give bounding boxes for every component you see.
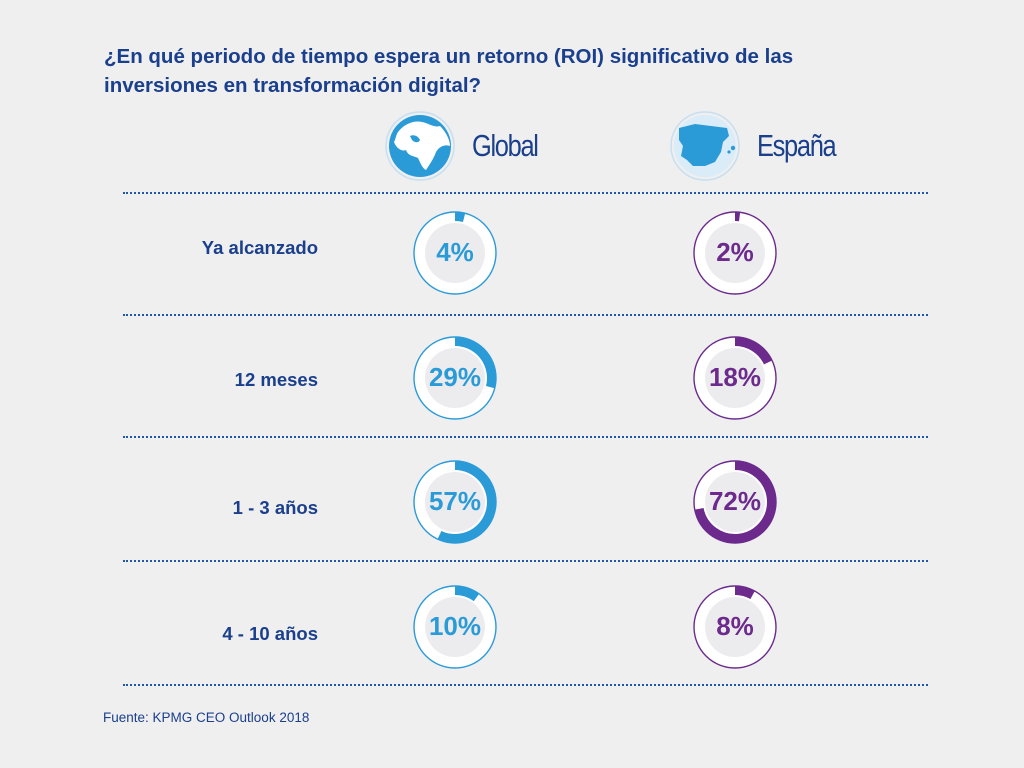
donut-value-spain: 8% <box>716 611 754 641</box>
donut-value-global: 10% <box>428 611 482 641</box>
category-label: 4 - 10 años <box>222 623 318 644</box>
category-label: 12 meses <box>234 369 318 390</box>
donut-center <box>425 472 485 532</box>
donut-center <box>705 472 765 532</box>
donut-center <box>705 223 765 283</box>
page-title: ¿En qué periodo de tiempo espera un reto… <box>104 45 794 97</box>
donut-center <box>705 348 765 408</box>
donut-arc-spain <box>734 586 755 600</box>
donut-center <box>425 348 485 408</box>
row-separator <box>123 436 928 438</box>
column-label-spain: España <box>757 128 837 163</box>
row-separator <box>123 560 928 562</box>
spain-map-icon <box>670 111 740 181</box>
donut-arc-global <box>437 461 496 543</box>
category-label: 1 - 3 años <box>232 497 318 518</box>
donut-value-global: 29% <box>428 362 482 392</box>
globe-icon <box>385 111 455 181</box>
donut-value-spain: 72% <box>708 486 762 516</box>
row-separator <box>123 314 928 316</box>
donut-value-global: 57% <box>428 486 482 516</box>
donut-center <box>425 223 485 283</box>
donut-value-global: 4% <box>436 237 474 267</box>
donut-arc-spain <box>734 337 773 365</box>
column-label-global: Global <box>472 128 539 163</box>
category-label: Ya alcanzado <box>201 237 318 258</box>
donut-arc-global <box>454 337 496 389</box>
donut-arc-global <box>454 212 466 223</box>
donut-center <box>705 597 765 657</box>
donut-arc-spain <box>694 461 776 543</box>
donut-center <box>425 597 485 657</box>
source-note: Fuente: KPMG CEO Outlook 2018 <box>103 710 310 725</box>
donut-value-spain: 18% <box>708 362 762 392</box>
row-separator <box>123 192 928 194</box>
donut-value-spain: 2% <box>716 237 754 267</box>
donut-arc-global <box>454 586 480 602</box>
row-separator <box>123 684 928 686</box>
